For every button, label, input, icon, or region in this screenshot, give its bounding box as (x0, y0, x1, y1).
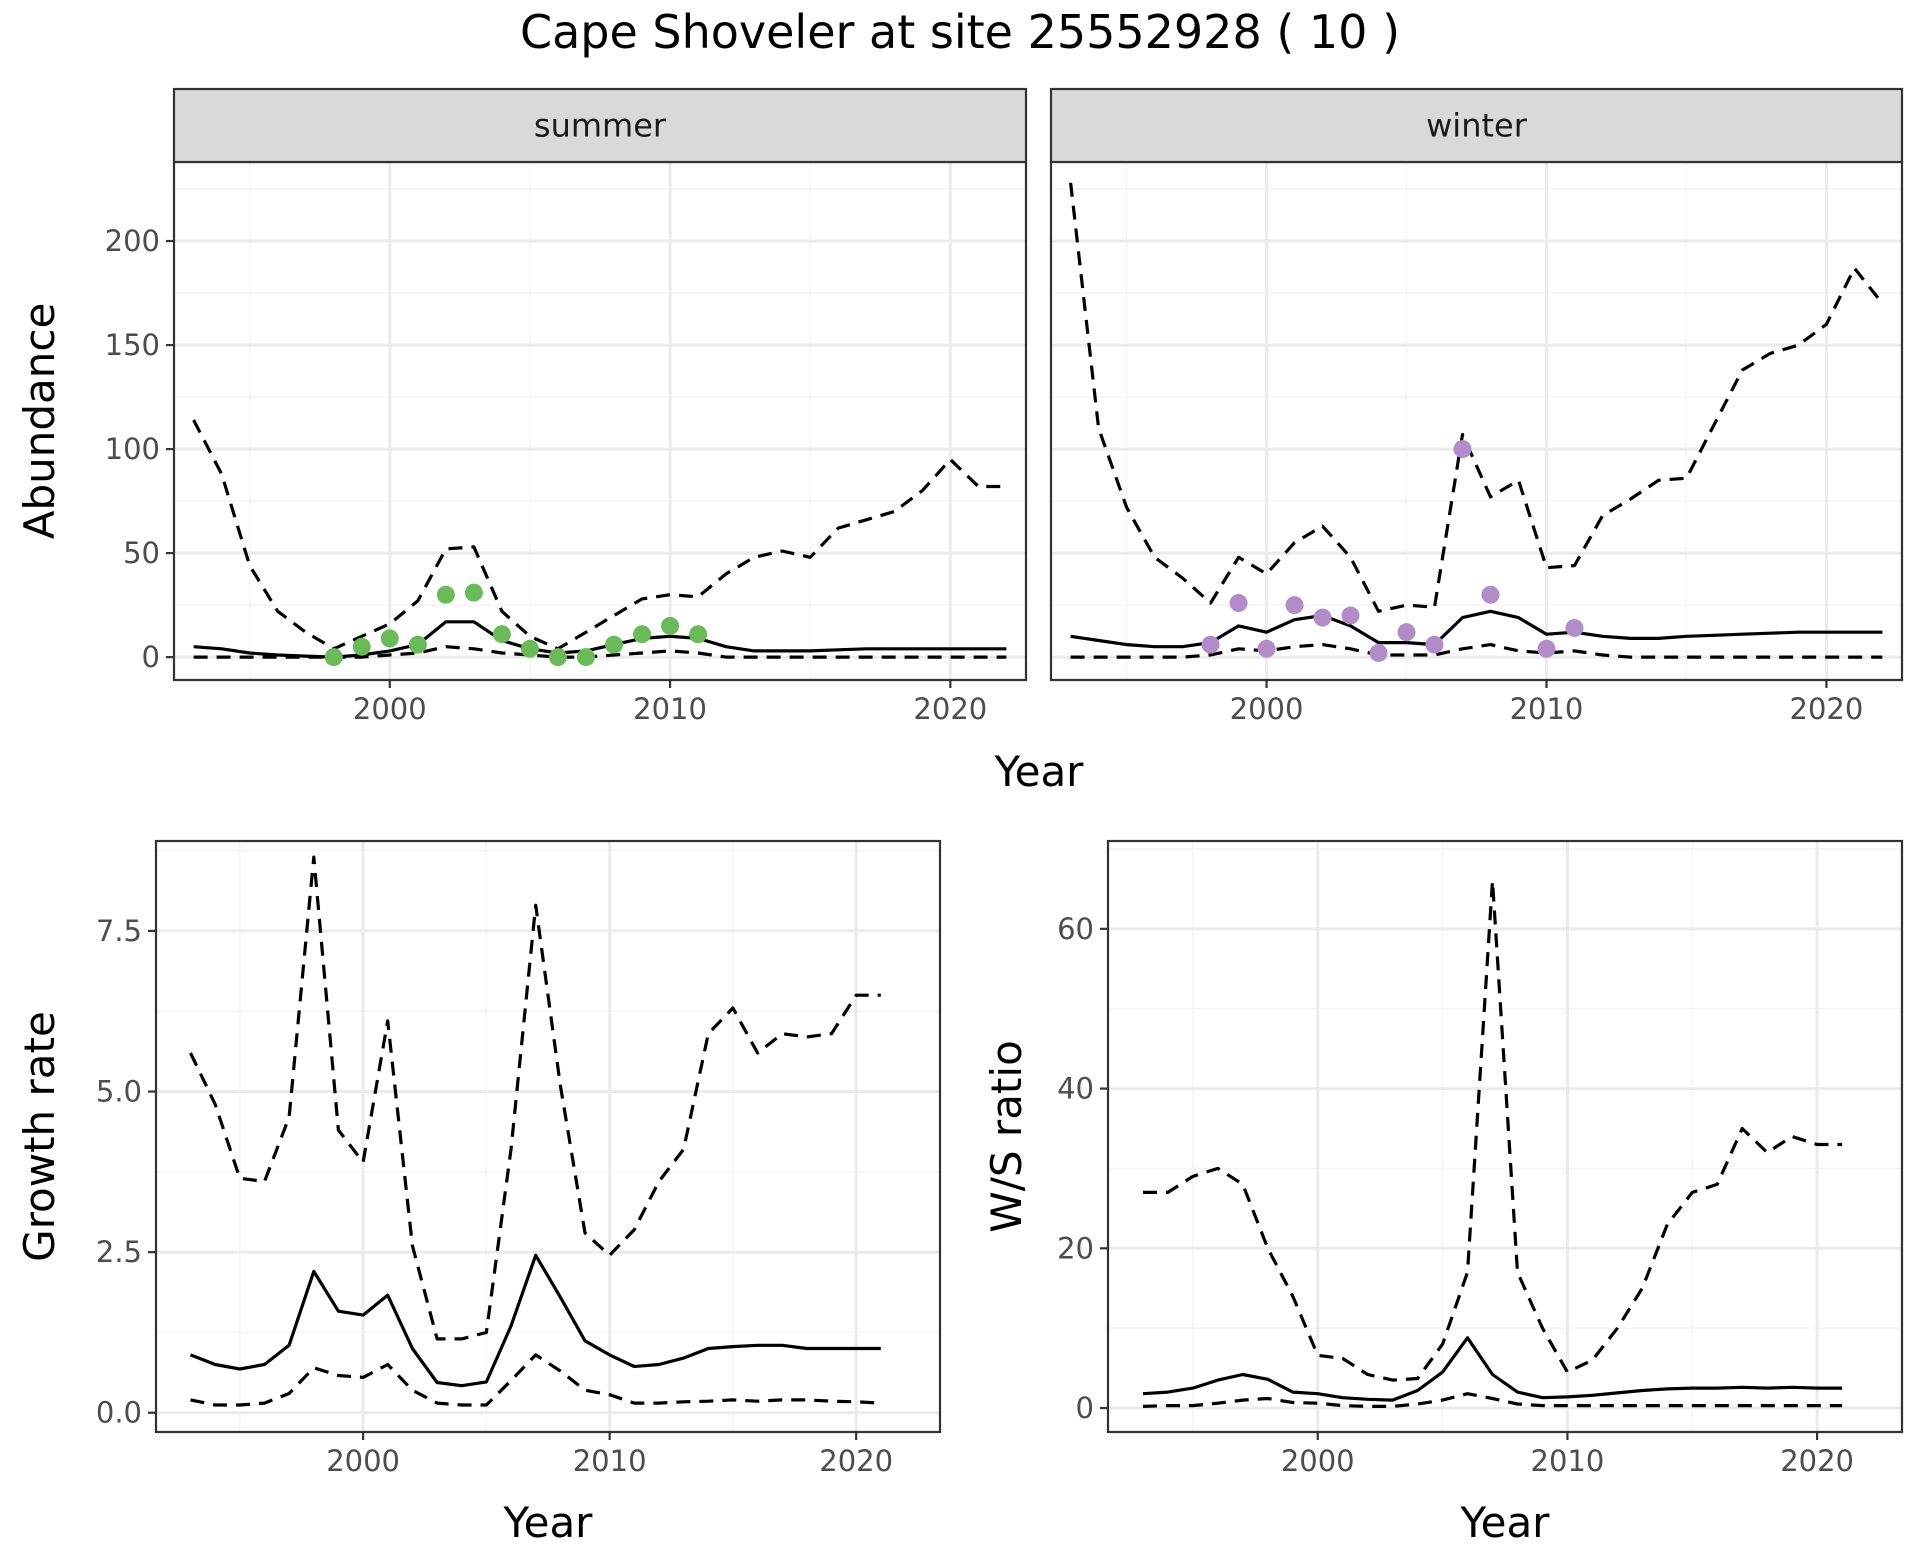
y-tick-label: 0 (142, 640, 160, 674)
observed-point (1341, 606, 1360, 625)
mean-line (189, 1253, 881, 1388)
observed-point (1565, 618, 1584, 637)
x-tick-label: 2010 (1510, 692, 1584, 726)
x-axis-title: Year (1460, 1498, 1551, 1547)
observed-point (436, 585, 455, 604)
observed-point (576, 648, 595, 667)
observed-point (324, 648, 343, 667)
facet-strip (172, 87, 1028, 164)
x-tick-label: 2020 (913, 692, 987, 726)
x-tick-label: 2000 (326, 1444, 400, 1478)
panel-2: 0.0 2.5 5.0 7.5 2000 2010 2020 Growth rate Year (15, 839, 942, 1547)
panel-background (1051, 162, 1902, 680)
x-tick-label: 2000 (353, 692, 427, 726)
observed-point (352, 637, 371, 656)
panel-border (154, 839, 942, 1434)
facet-strip-label: summer (534, 107, 667, 145)
y-tick-label: 7.5 (96, 914, 142, 948)
upper-bound-line (189, 855, 881, 1341)
y-axis-title: W/S ratio (982, 1040, 1031, 1233)
observed-point (661, 616, 680, 635)
upper-bound-line (192, 419, 1007, 651)
y-tick-label: 40 (1057, 1072, 1094, 1106)
x-tick-label: 2000 (1281, 1444, 1355, 1478)
observed-point (1285, 596, 1304, 615)
observed-point (1257, 639, 1276, 658)
observed-point (1229, 594, 1248, 613)
panel-3: 0 20 40 60 2000 2010 2020 W/S ratio Year (982, 839, 1904, 1547)
observed-point (492, 625, 511, 644)
panel-1: winter 2000 2010 2020 (1049, 87, 1904, 726)
lower-bound-line (190, 1353, 881, 1407)
facet-strip (1049, 87, 1904, 164)
x-tick-label: 2010 (1531, 1444, 1605, 1478)
observed-point (1369, 643, 1388, 662)
y-tick-label: 5.0 (96, 1075, 142, 1109)
x-tick-label: 2010 (573, 1444, 647, 1478)
x-tick-label: 2020 (819, 1444, 893, 1478)
y-tick-label: 0 (1076, 1391, 1094, 1425)
panel-background (1108, 841, 1902, 1432)
observed-point (1313, 608, 1332, 627)
lower-bound-line (193, 645, 1007, 659)
y-tick-label: 200 (105, 224, 160, 258)
upper-bound-line (1143, 879, 1843, 1382)
lower-bound-line (1142, 1392, 1843, 1408)
y-axis-title: Abundance (15, 303, 64, 540)
panel-background (174, 162, 1026, 680)
x-axis-title: Year (503, 1498, 594, 1547)
upper-bound-line (1069, 182, 1884, 613)
observed-point (520, 639, 539, 658)
observed-point (633, 625, 652, 644)
observed-point (689, 625, 708, 644)
panel-0: summer 0 50 100 150 200 2000 2010 2020 Abundance (15, 87, 1028, 726)
y-tick-label: 50 (123, 536, 160, 570)
observed-point (1201, 635, 1220, 654)
facet-strip-label: winter (1426, 107, 1528, 145)
y-axis-title: Growth rate (15, 1011, 64, 1262)
y-tick-label: 60 (1057, 912, 1094, 946)
x-tick-label: 2010 (633, 692, 707, 726)
observed-point (464, 583, 483, 602)
observed-point (1425, 635, 1444, 654)
observed-point (408, 635, 427, 654)
lower-bound-line (1070, 643, 1883, 659)
y-tick-label: 150 (105, 328, 160, 362)
figure-title: Cape Shoveler at site 25552928 ( 10 ) (520, 5, 1400, 59)
panel-border (1106, 839, 1904, 1434)
observed-point (548, 648, 567, 667)
y-tick-label: 100 (105, 432, 160, 466)
y-tick-label: 20 (1057, 1231, 1094, 1265)
observed-point (605, 635, 624, 654)
mean-line (1142, 1336, 1843, 1402)
y-tick-label: 2.5 (96, 1235, 142, 1269)
observed-point (1481, 585, 1500, 604)
panel-background (156, 841, 940, 1432)
x-axis-title: Year (994, 747, 1085, 796)
observed-point (1397, 623, 1416, 642)
y-tick-label: 0.0 (96, 1396, 142, 1430)
x-tick-label: 2020 (1780, 1444, 1854, 1478)
observed-point (1537, 639, 1556, 658)
x-tick-label: 2020 (1790, 692, 1864, 726)
observed-point (1453, 440, 1472, 459)
x-tick-label: 2000 (1230, 692, 1304, 726)
observed-point (380, 629, 399, 648)
